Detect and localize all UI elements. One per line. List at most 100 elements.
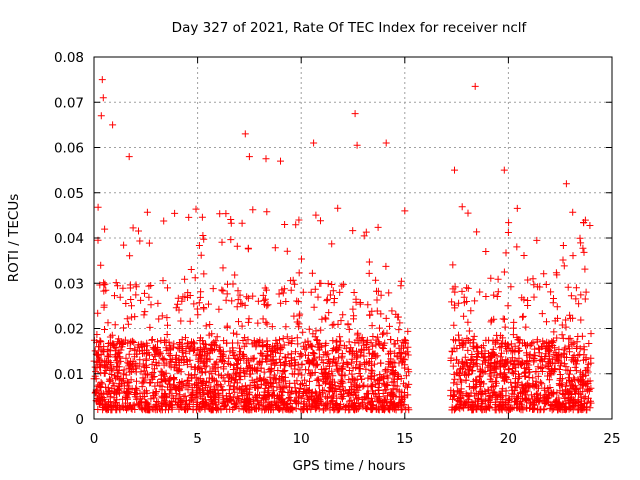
- roti-point: [186, 317, 194, 325]
- roti-point: [280, 384, 288, 392]
- roti-point: [114, 369, 122, 377]
- roti-point: [353, 347, 360, 355]
- roti-point: [372, 341, 380, 349]
- roti-point: [397, 342, 405, 350]
- roti-point: [244, 244, 252, 252]
- roti-point: [170, 394, 178, 402]
- roti-point: [337, 317, 345, 325]
- roti-point: [383, 372, 391, 380]
- roti-point: [134, 343, 142, 351]
- roti-point: [547, 390, 555, 398]
- roti-point: [307, 288, 315, 296]
- roti-point: [168, 403, 176, 411]
- roti-point: [125, 153, 133, 161]
- roti-point: [122, 371, 130, 379]
- roti-point: [285, 406, 293, 414]
- roti-point: [467, 356, 475, 364]
- roti-point: [586, 222, 594, 229]
- roti-point: [126, 345, 134, 352]
- roti-point: [586, 404, 594, 412]
- roti-point: [209, 405, 217, 413]
- roti-point: [450, 370, 458, 378]
- roti-point: [375, 376, 383, 384]
- roti-point: [232, 355, 240, 362]
- roti-point: [250, 354, 258, 362]
- roti-point: [100, 287, 108, 295]
- roti-point: [550, 328, 558, 336]
- roti-point: [572, 367, 580, 375]
- roti-point: [147, 301, 155, 309]
- roti-point: [490, 359, 498, 367]
- roti-point: [300, 400, 308, 408]
- roti-point: [368, 383, 376, 391]
- roti-point: [566, 376, 573, 384]
- roti-point: [560, 262, 568, 270]
- roti-point: [151, 382, 159, 390]
- roti-point: [529, 374, 537, 382]
- roti-point: [312, 327, 320, 335]
- roti-point: [500, 166, 508, 174]
- roti-point: [295, 269, 303, 277]
- roti-point: [238, 322, 246, 330]
- roti-point: [580, 219, 587, 226]
- roti-point: [381, 396, 389, 404]
- roti-point: [496, 344, 504, 352]
- roti-point: [447, 357, 455, 364]
- roti-point: [317, 326, 325, 334]
- roti-point: [146, 379, 154, 387]
- roti-point: [240, 369, 248, 377]
- roti-point: [147, 282, 155, 289]
- roti-point: [577, 239, 585, 247]
- roti-point: [103, 388, 111, 396]
- roti-point: [322, 370, 329, 378]
- roti-point: [158, 378, 166, 386]
- roti-point: [208, 370, 216, 378]
- roti-point: [241, 301, 249, 309]
- roti-point: [564, 283, 572, 291]
- roti-point: [397, 277, 405, 285]
- y-tick-label: 0: [75, 412, 84, 428]
- roti-point: [232, 371, 240, 379]
- roti-point: [348, 355, 356, 363]
- roti-point: [319, 406, 327, 414]
- roti-point: [163, 331, 171, 338]
- roti-point: [497, 370, 505, 378]
- roti-point: [279, 335, 287, 342]
- roti-point: [98, 76, 106, 84]
- roti-point: [373, 296, 381, 304]
- roti-point: [296, 310, 304, 318]
- roti-point: [131, 347, 139, 355]
- roti-point: [487, 318, 495, 326]
- roti-point: [374, 333, 382, 341]
- roti-point: [578, 332, 586, 340]
- roti-point: [476, 288, 484, 296]
- roti-point: [314, 361, 321, 369]
- roti-point: [482, 390, 490, 398]
- roti-point: [187, 392, 195, 399]
- roti-point: [329, 372, 337, 380]
- roti-point: [535, 397, 543, 405]
- roti-point: [386, 322, 393, 330]
- roti-point: [145, 406, 153, 414]
- roti-point: [288, 387, 296, 395]
- roti-point: [110, 394, 118, 402]
- roti-point: [214, 386, 222, 394]
- roti-point: [275, 405, 283, 413]
- roti-point: [479, 354, 487, 362]
- y-tick-label: 0.08: [54, 50, 84, 66]
- roti-point: [284, 351, 292, 359]
- roti-point: [219, 287, 227, 295]
- roti-point: [505, 219, 513, 227]
- roti-point: [530, 281, 538, 289]
- roti-point: [253, 378, 261, 386]
- roti-point: [453, 396, 461, 404]
- roti-point: [174, 300, 181, 308]
- roti-point: [560, 391, 568, 398]
- roti-point: [362, 228, 370, 236]
- roti-point: [260, 388, 268, 396]
- roti-point: [529, 275, 537, 283]
- roti-point: [242, 367, 250, 375]
- roti-point: [324, 280, 332, 288]
- roti-point: [254, 319, 262, 327]
- roti-point: [338, 350, 346, 358]
